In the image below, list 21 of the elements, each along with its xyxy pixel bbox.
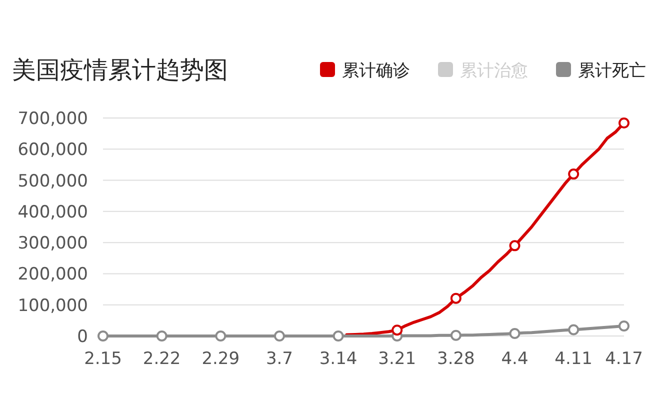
x-tick-label: 3.21 bbox=[378, 349, 416, 369]
x-tick-label: 3.7 bbox=[266, 349, 293, 369]
x-tick-label: 3.28 bbox=[437, 349, 475, 369]
x-tick-label: 4.4 bbox=[501, 349, 528, 369]
x-tick-label: 3.14 bbox=[319, 349, 358, 369]
x-tick-label: 2.22 bbox=[142, 349, 181, 369]
x-tick-label: 4.17 bbox=[605, 349, 643, 369]
legend-label: 累计确诊 bbox=[342, 61, 410, 81]
x-tick-label: 2.15 bbox=[84, 349, 122, 369]
y-tick-label: 400,000 bbox=[18, 202, 88, 222]
y-tick-label: 500,000 bbox=[18, 171, 88, 192]
x-tick-label: 4.11 bbox=[554, 349, 593, 369]
x-tick-label: 2.29 bbox=[202, 349, 240, 369]
y-tick-label: 600,000 bbox=[18, 140, 88, 160]
y-tick-label: 0 bbox=[77, 327, 88, 347]
y-tick-label: 100,000 bbox=[18, 296, 88, 316]
chart-title: 美国疫情累计趋势图 bbox=[12, 56, 228, 84]
legend-label: 累计死亡 bbox=[578, 61, 646, 81]
y-tick-label: 200,000 bbox=[18, 264, 88, 285]
y-tick-label: 700,000 bbox=[18, 109, 88, 129]
y-tick-label: 300,000 bbox=[18, 234, 88, 254]
